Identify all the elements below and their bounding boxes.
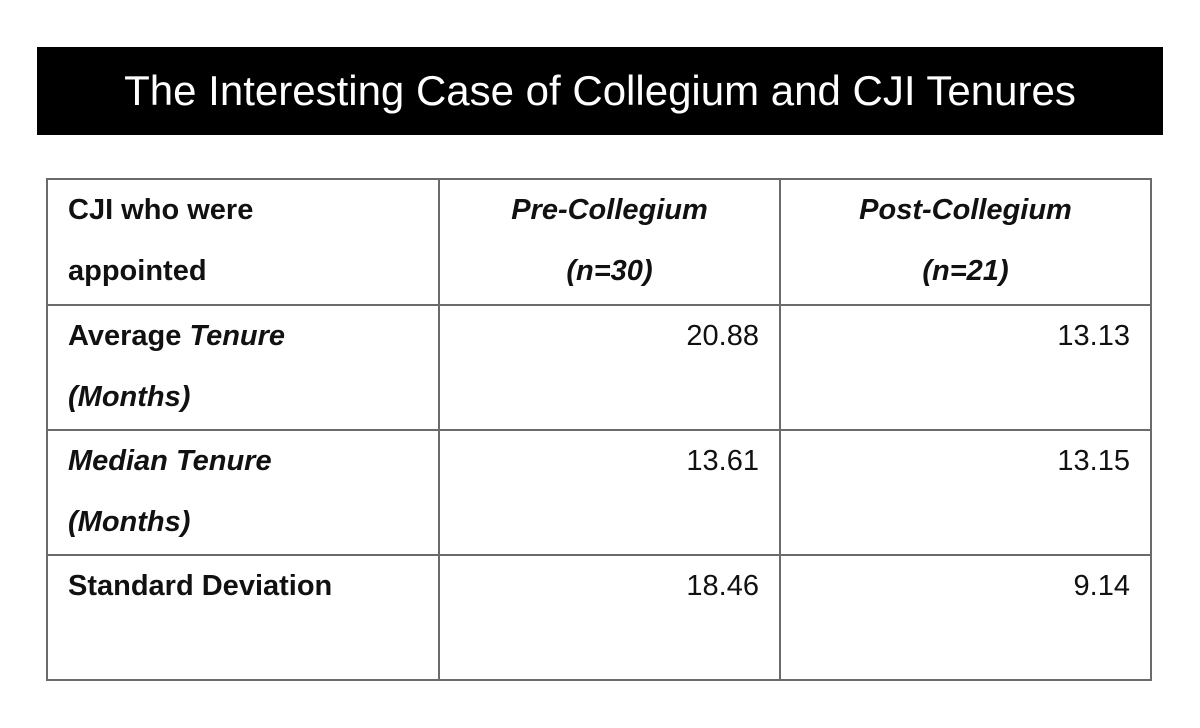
row-label-cell: Average Tenure (Months)	[46, 304, 440, 431]
value: 20.88	[686, 320, 759, 352]
header-text: Post-Collegium (n=21)	[859, 194, 1072, 287]
value-cell: 13.15	[779, 429, 1152, 556]
row-label: Standard Deviation	[68, 556, 333, 617]
label-text: Tenure (Months)	[68, 320, 286, 413]
header-cell: Post-Collegium (n=21)	[779, 178, 1152, 306]
value: 9.14	[1073, 570, 1130, 602]
value: 13.61	[686, 445, 759, 477]
header-text: Pre-Collegium (n=30)	[511, 194, 708, 287]
value-cell: 18.46	[438, 554, 781, 681]
header-cell: Pre-Collegium (n=30)	[438, 178, 781, 306]
row-label: Average Tenure (Months)	[68, 306, 333, 428]
value: 13.13	[1057, 320, 1130, 352]
table-row: Standard Deviation 18.46 9.14	[46, 554, 1152, 681]
value-cell: 20.88	[438, 304, 781, 431]
header-text: CJI who were appointed	[68, 194, 254, 287]
row-label-cell: Standard Deviation	[46, 554, 440, 681]
label-text: Median Tenure (Months)	[68, 445, 272, 538]
label-text: Average	[68, 320, 182, 352]
title-banner: The Interesting Case of Collegium and CJ…	[37, 47, 1163, 135]
row-label-cell: Median Tenure (Months)	[46, 429, 440, 556]
label-text: Standard Deviation	[68, 570, 333, 602]
table-row: Median Tenure (Months) 13.61 13.15	[46, 429, 1152, 556]
data-table: CJI who were appointed Pre-Collegium (n=3…	[46, 178, 1152, 681]
header-cell: CJI who were appointed	[46, 178, 440, 306]
value: 18.46	[686, 570, 759, 602]
header-row: CJI who were appointed Pre-Collegium (n=3…	[46, 178, 1152, 306]
value-cell: 9.14	[779, 554, 1152, 681]
table-row: Average Tenure (Months) 20.88 13.13	[46, 304, 1152, 431]
value-cell: 13.61	[438, 429, 781, 556]
row-label: Median Tenure (Months)	[68, 431, 333, 553]
value-cell: 13.13	[779, 304, 1152, 431]
value: 13.15	[1057, 445, 1130, 477]
title: The Interesting Case of Collegium and CJ…	[124, 67, 1076, 114]
